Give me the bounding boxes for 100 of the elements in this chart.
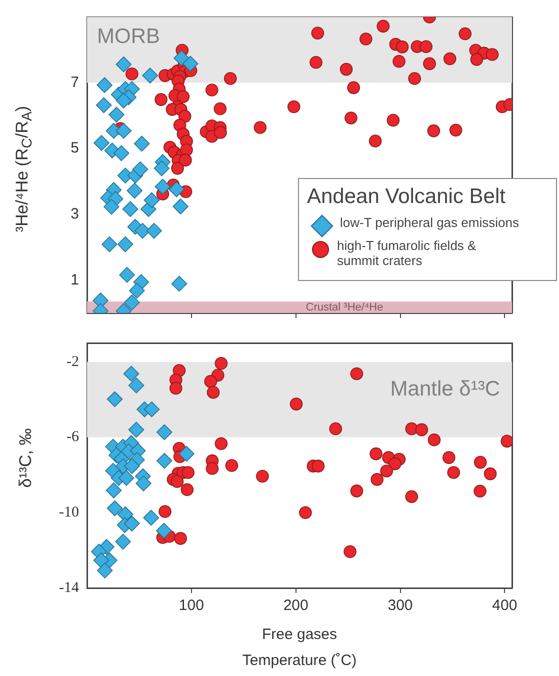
point	[134, 136, 150, 152]
point	[415, 423, 428, 436]
point	[380, 464, 393, 478]
point	[116, 56, 132, 72]
band-label: MORB	[97, 24, 160, 48]
point	[174, 50, 190, 66]
point	[113, 145, 130, 162]
point	[206, 386, 220, 399]
point	[142, 68, 158, 84]
point	[180, 483, 194, 496]
band-label: Mantle δ¹³C	[390, 378, 500, 401]
y-tick-label: 3	[70, 205, 79, 222]
point	[172, 198, 188, 214]
point	[143, 510, 160, 526]
point	[134, 222, 150, 239]
point	[405, 490, 418, 503]
point	[329, 422, 342, 436]
point	[154, 160, 170, 176]
point	[474, 484, 486, 498]
point	[122, 201, 138, 217]
point	[204, 375, 218, 388]
point	[144, 401, 160, 418]
x-tick-label: 400	[492, 597, 518, 614]
point	[290, 398, 303, 410]
legend-label: low-T peripheral gas emissions	[340, 215, 519, 230]
point	[96, 97, 112, 114]
point	[124, 294, 140, 310]
point	[128, 378, 144, 394]
point	[178, 446, 194, 462]
point	[170, 475, 184, 488]
point	[117, 236, 134, 252]
point	[96, 77, 112, 93]
point	[116, 92, 132, 108]
point	[118, 470, 134, 486]
x-tick-label: 100	[178, 597, 204, 614]
point	[96, 562, 113, 578]
point	[484, 467, 497, 480]
point	[144, 192, 160, 208]
y-tick-label: 5	[70, 140, 79, 157]
y-tick-label: -2	[66, 354, 79, 370]
point	[225, 459, 238, 472]
point	[156, 424, 172, 440]
y-tick-label: 7	[70, 74, 79, 91]
point	[156, 452, 172, 469]
point	[116, 122, 132, 139]
point	[132, 161, 148, 178]
point	[174, 532, 187, 545]
point	[182, 466, 194, 479]
y-tick-label: 1	[70, 271, 79, 288]
point	[447, 466, 460, 479]
point	[428, 433, 441, 446]
point	[388, 457, 402, 470]
x-tick-label: 300	[388, 597, 413, 614]
point	[93, 552, 110, 568]
band-label: Crustal ³He/⁴He	[306, 301, 384, 314]
point	[312, 460, 325, 472]
point	[169, 382, 182, 395]
y-tick-label: -14	[59, 580, 80, 596]
point	[106, 482, 122, 498]
point	[344, 545, 356, 558]
point	[214, 356, 228, 370]
point	[182, 56, 198, 72]
point	[154, 178, 171, 195]
point	[256, 470, 269, 483]
x-tick-label: 200	[283, 597, 308, 614]
point	[94, 135, 110, 151]
x-axis-title: Free gases Temperature (˚C)	[241, 625, 358, 671]
point	[350, 484, 364, 498]
y-tick-label: -10	[59, 504, 79, 521]
point	[104, 198, 120, 215]
point	[126, 182, 143, 199]
point	[299, 506, 312, 520]
point	[214, 437, 228, 450]
point	[106, 500, 123, 516]
point	[136, 476, 152, 492]
point	[370, 447, 382, 460]
point	[129, 282, 145, 299]
y-tick-label: -6	[66, 429, 80, 446]
point	[206, 462, 219, 475]
point	[156, 522, 172, 539]
point	[102, 236, 118, 252]
legend-label: high-T fumarolic fields & summit craters	[337, 238, 478, 268]
point	[158, 505, 172, 518]
point	[123, 366, 140, 382]
point	[171, 276, 188, 292]
point	[474, 456, 487, 469]
point	[350, 367, 364, 380]
point	[124, 458, 140, 474]
point	[119, 266, 135, 283]
point	[108, 106, 124, 123]
point	[146, 222, 162, 239]
point	[370, 473, 384, 486]
y-axis-title: δ¹³C, ‰	[16, 428, 36, 488]
point	[124, 516, 140, 532]
legend-title: Andean Volcanic Belt	[307, 185, 506, 209]
point	[128, 422, 144, 438]
point	[442, 451, 456, 464]
point	[115, 534, 131, 550]
point	[106, 391, 123, 408]
point	[168, 181, 184, 198]
